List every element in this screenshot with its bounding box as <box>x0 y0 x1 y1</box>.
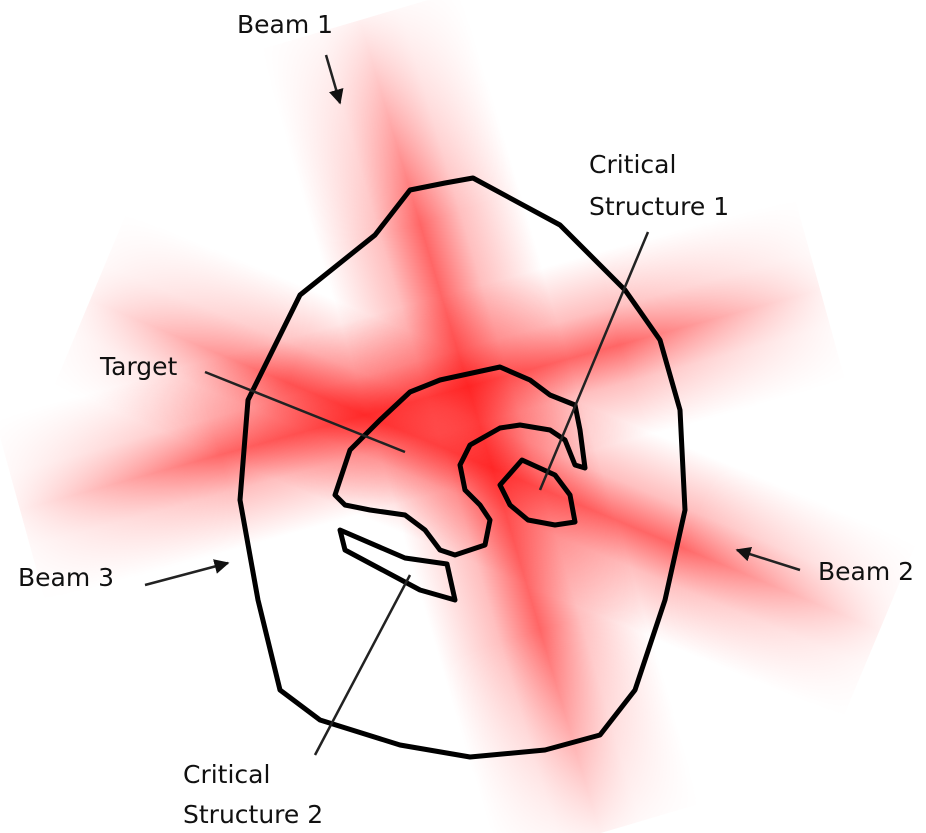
label-line: Structure 2 <box>183 800 323 829</box>
critical-structure-1-label: Critical Structure 1 <box>589 150 729 221</box>
beam-3-label: Beam 3 <box>18 563 114 592</box>
beam-1-label: Beam 1 <box>237 10 333 39</box>
label-line: Critical <box>183 760 270 789</box>
beams <box>0 0 916 833</box>
label-line: Critical <box>589 150 676 179</box>
target-label: Target <box>99 352 178 381</box>
cs2-leader <box>315 575 410 755</box>
beam-2-label: Beam 2 <box>818 557 914 586</box>
label-line: Structure 1 <box>589 192 729 221</box>
diagram: Beam 1 Beam 2 Beam 3 Target Critical Str… <box>0 0 926 833</box>
critical-structure-2-label: Critical Structure 2 <box>183 760 323 829</box>
